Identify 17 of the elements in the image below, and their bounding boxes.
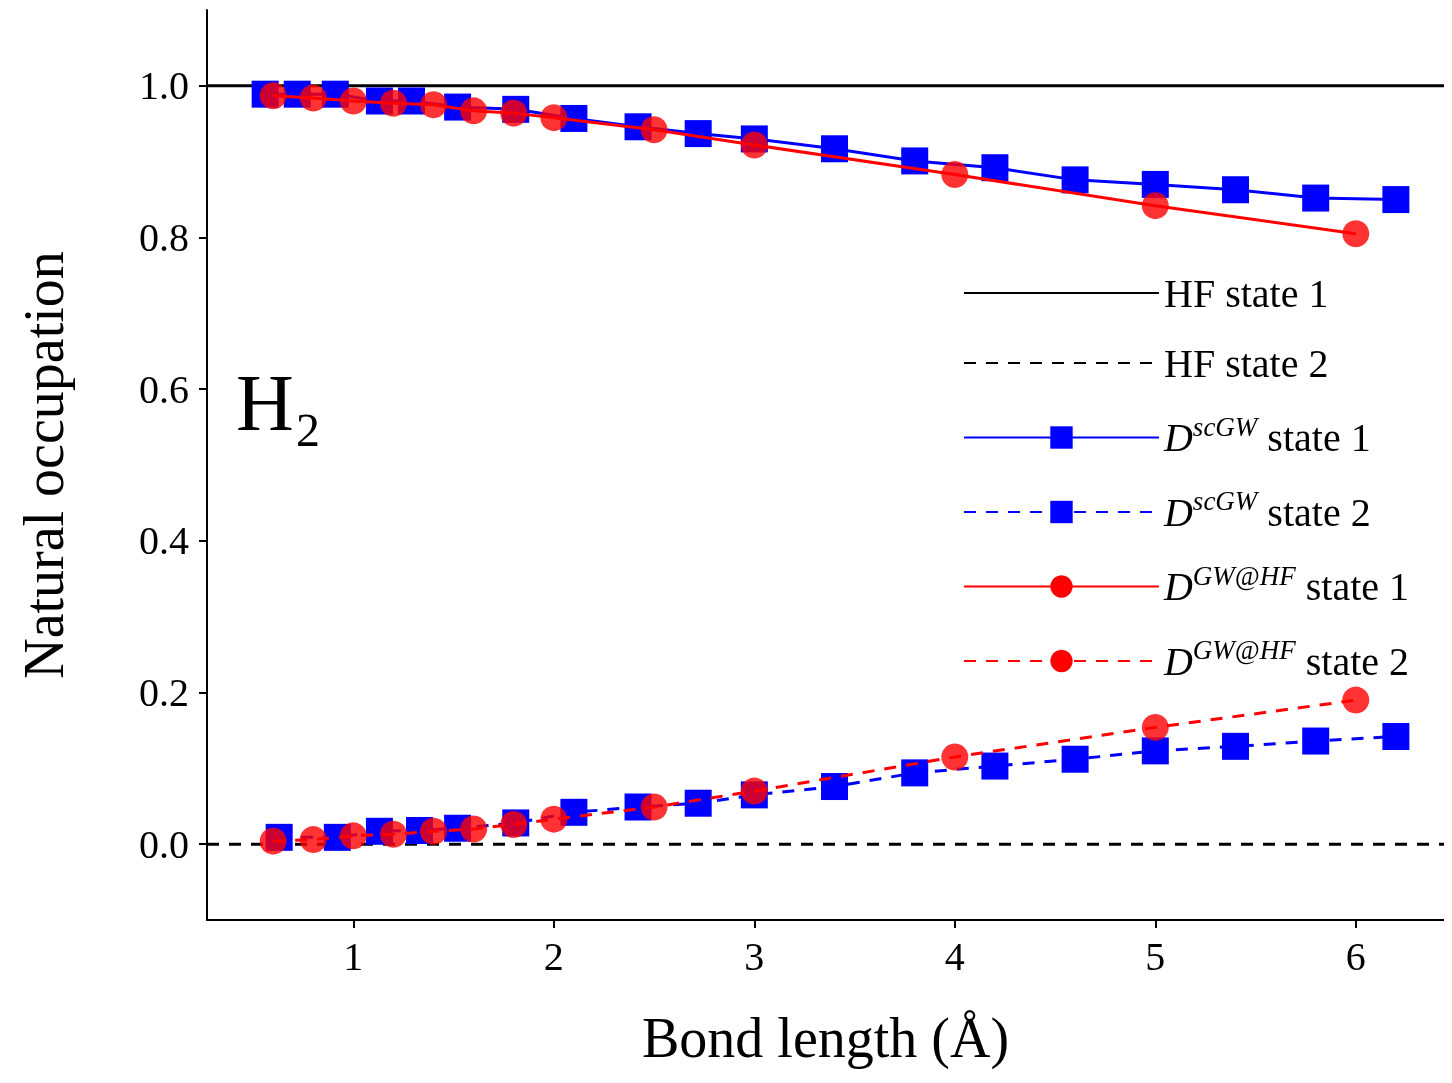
- x-axis-title: Bond length (Å): [641, 1007, 1010, 1070]
- legend-label: HF state 2: [1163, 340, 1329, 386]
- x-tick-label: 1: [343, 933, 364, 979]
- y-tick-label: 0.4: [139, 518, 189, 564]
- x-tick-label: 5: [1145, 933, 1166, 979]
- y-tick-label: 0.6: [139, 366, 189, 412]
- x-tick-label: 3: [744, 933, 765, 979]
- y-tick-label: 0.0: [139, 821, 189, 867]
- y-axis-title: Natural occupation: [13, 251, 75, 679]
- legend-label: HF state 1: [1163, 270, 1329, 316]
- x-tick-label: 4: [944, 933, 965, 979]
- y-tick-label: 0.2: [139, 670, 189, 715]
- y-tick-label: 1.0: [139, 63, 189, 109]
- x-tick-label: 2: [543, 933, 564, 979]
- x-tick-label: 6: [1345, 933, 1366, 979]
- y-tick-label: 0.8: [139, 215, 189, 260]
- annotation: H₂: [236, 359, 322, 447]
